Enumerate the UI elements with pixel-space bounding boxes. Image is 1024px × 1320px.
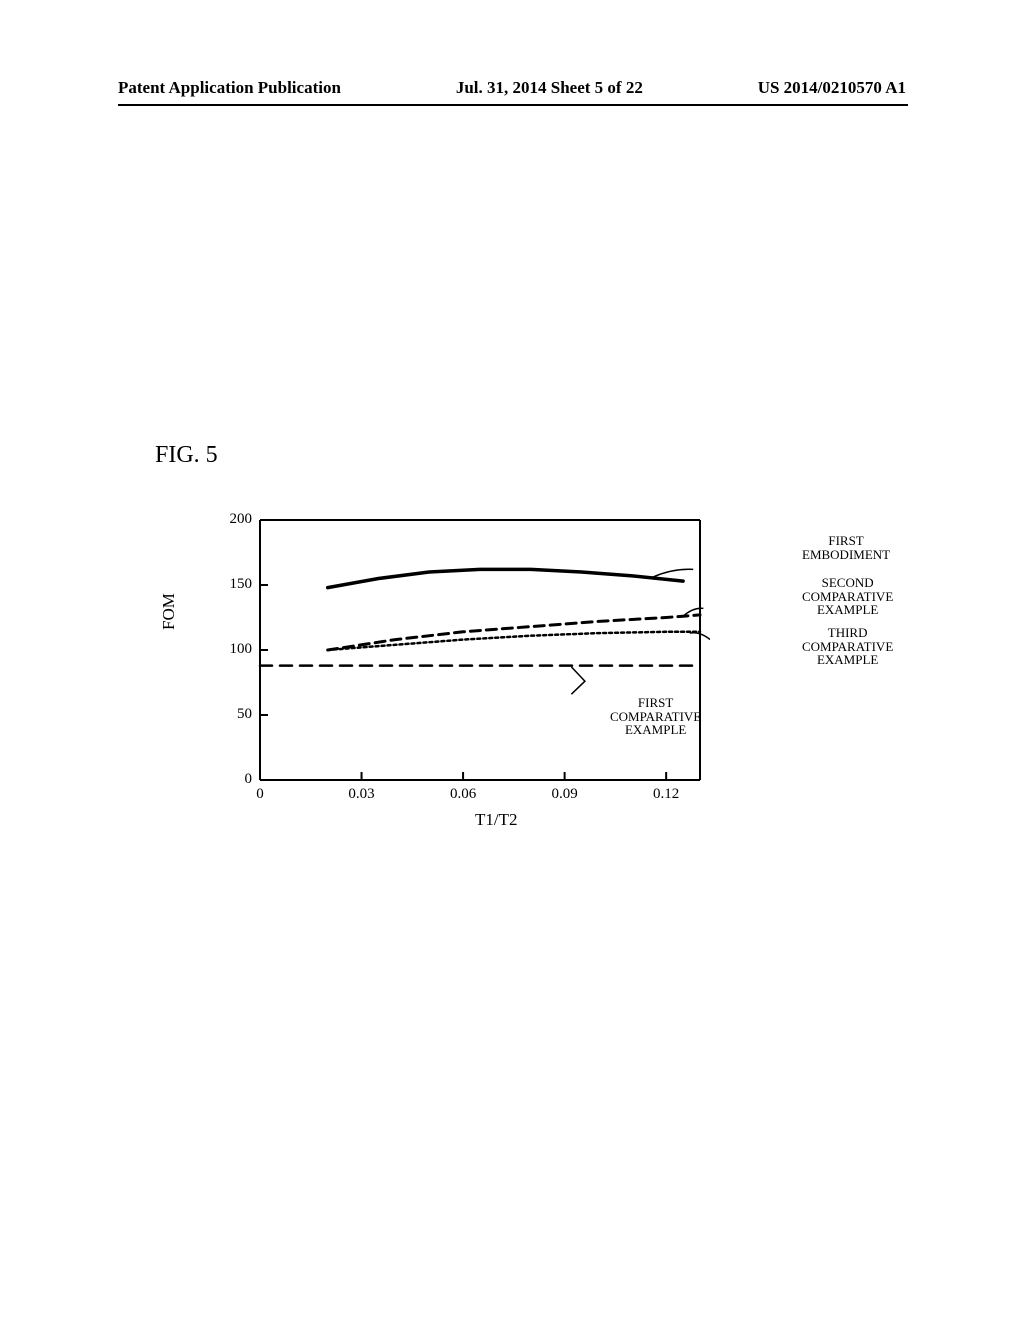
y-tick-label: 50: [212, 706, 252, 723]
header-left: Patent Application Publication: [118, 78, 341, 98]
series-first-embodiment: [328, 569, 683, 587]
leader-first-embodiment: [653, 569, 694, 577]
figure-label: FIG. 5: [155, 442, 218, 469]
header-center: Jul. 31, 2014 Sheet 5 of 22: [456, 78, 643, 98]
leader-first-comparative: [571, 667, 585, 694]
series-label-first-comparative: FIRSTCOMPARATIVEEXAMPLE: [610, 696, 701, 737]
x-tick-label: 0.12: [646, 786, 686, 803]
x-tick-label: 0.09: [545, 786, 585, 803]
header-rule: [118, 104, 908, 106]
series-label-third-comparative: THIRDCOMPARATIVEEXAMPLE: [802, 626, 893, 667]
x-tick-label: 0.03: [342, 786, 382, 803]
series-label-second-comparative: SECONDCOMPARATIVEEXAMPLE: [802, 576, 893, 617]
line-chart: [250, 510, 710, 790]
x-tick-label: 0: [240, 786, 280, 803]
page-header: Patent Application Publication Jul. 31, …: [0, 78, 1024, 98]
y-tick-label: 100: [212, 641, 252, 658]
x-tick-label: 0.06: [443, 786, 483, 803]
series-label-first-embodiment: FIRSTEMBODIMENT: [802, 534, 890, 561]
header-right: US 2014/0210570 A1: [758, 78, 906, 98]
y-tick-label: 200: [212, 511, 252, 528]
y-tick-label: 150: [212, 576, 252, 593]
chart-container: FOM 050100150200 00.030.060.090.12 T1/T2…: [155, 510, 895, 830]
x-axis-label: T1/T2: [475, 810, 518, 830]
y-axis-label: FOM: [159, 593, 179, 630]
